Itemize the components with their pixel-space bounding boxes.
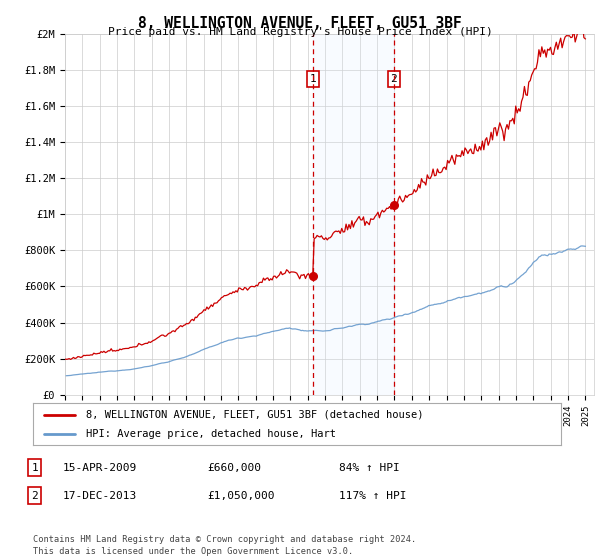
Text: 17-DEC-2013: 17-DEC-2013 (63, 491, 137, 501)
Text: £660,000: £660,000 (207, 463, 261, 473)
Text: 2: 2 (31, 491, 38, 501)
Text: 8, WELLINGTON AVENUE, FLEET, GU51 3BF: 8, WELLINGTON AVENUE, FLEET, GU51 3BF (138, 16, 462, 31)
Text: Contains HM Land Registry data © Crown copyright and database right 2024.
This d: Contains HM Land Registry data © Crown c… (33, 535, 416, 556)
Text: 8, WELLINGTON AVENUE, FLEET, GU51 3BF (detached house): 8, WELLINGTON AVENUE, FLEET, GU51 3BF (d… (86, 410, 424, 420)
Text: 15-APR-2009: 15-APR-2009 (63, 463, 137, 473)
Text: 2: 2 (391, 74, 397, 84)
Text: Price paid vs. HM Land Registry's House Price Index (HPI): Price paid vs. HM Land Registry's House … (107, 27, 493, 37)
Text: HPI: Average price, detached house, Hart: HPI: Average price, detached house, Hart (86, 430, 336, 439)
Text: £1,050,000: £1,050,000 (207, 491, 275, 501)
Text: 84% ↑ HPI: 84% ↑ HPI (339, 463, 400, 473)
Text: 1: 1 (31, 463, 38, 473)
Bar (313, 34, 394, 395)
Text: 117% ↑ HPI: 117% ↑ HPI (339, 491, 407, 501)
Text: 1: 1 (310, 74, 316, 84)
